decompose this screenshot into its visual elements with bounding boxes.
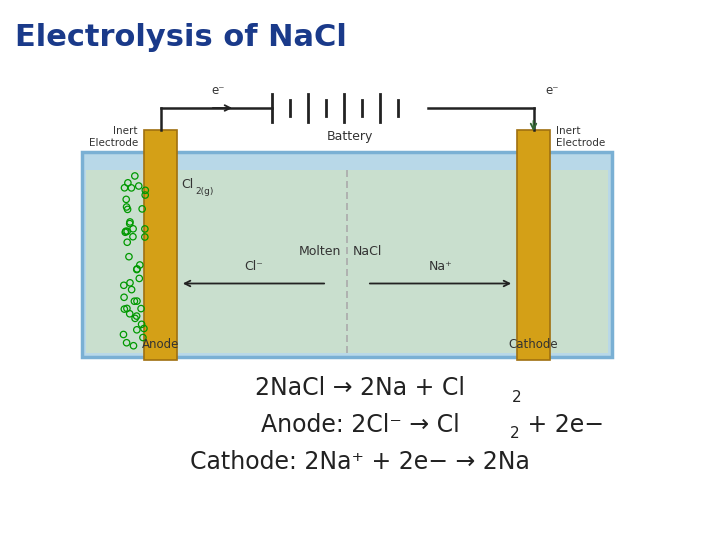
Text: Inert
Electrode: Inert Electrode	[556, 126, 606, 148]
Text: Electrolysis of NaCl: Electrolysis of NaCl	[15, 24, 347, 52]
Text: + 2e−: + 2e−	[520, 413, 604, 437]
Text: Anode: Anode	[142, 338, 179, 351]
Text: 2NaCl → 2Na + Cl: 2NaCl → 2Na + Cl	[255, 376, 465, 400]
Bar	[82, 152, 612, 357]
Text: Anode: 2Cl⁻ → Cl: Anode: 2Cl⁻ → Cl	[261, 413, 459, 437]
Text: e⁻: e⁻	[546, 84, 559, 97]
Bar	[144, 130, 177, 360]
Bar	[86, 170, 608, 353]
Text: 2(g): 2(g)	[195, 186, 213, 195]
Text: e⁻: e⁻	[211, 84, 225, 97]
Text: Molten: Molten	[299, 245, 341, 258]
Text: NaCl: NaCl	[353, 245, 382, 258]
Text: Cathode: 2Na⁺ + 2e− → 2Na: Cathode: 2Na⁺ + 2e− → 2Na	[190, 450, 530, 474]
Text: Battery: Battery	[327, 130, 373, 143]
Text: Inert
Electrode: Inert Electrode	[89, 126, 138, 148]
Text: 2: 2	[512, 389, 521, 404]
Bar	[517, 130, 550, 360]
Text: Cathode: Cathode	[509, 338, 558, 351]
Text: Cl⁻: Cl⁻	[244, 260, 263, 273]
Text: Cl: Cl	[181, 178, 193, 191]
Text: 2: 2	[510, 427, 520, 442]
Text: Na⁺: Na⁺	[428, 260, 452, 273]
